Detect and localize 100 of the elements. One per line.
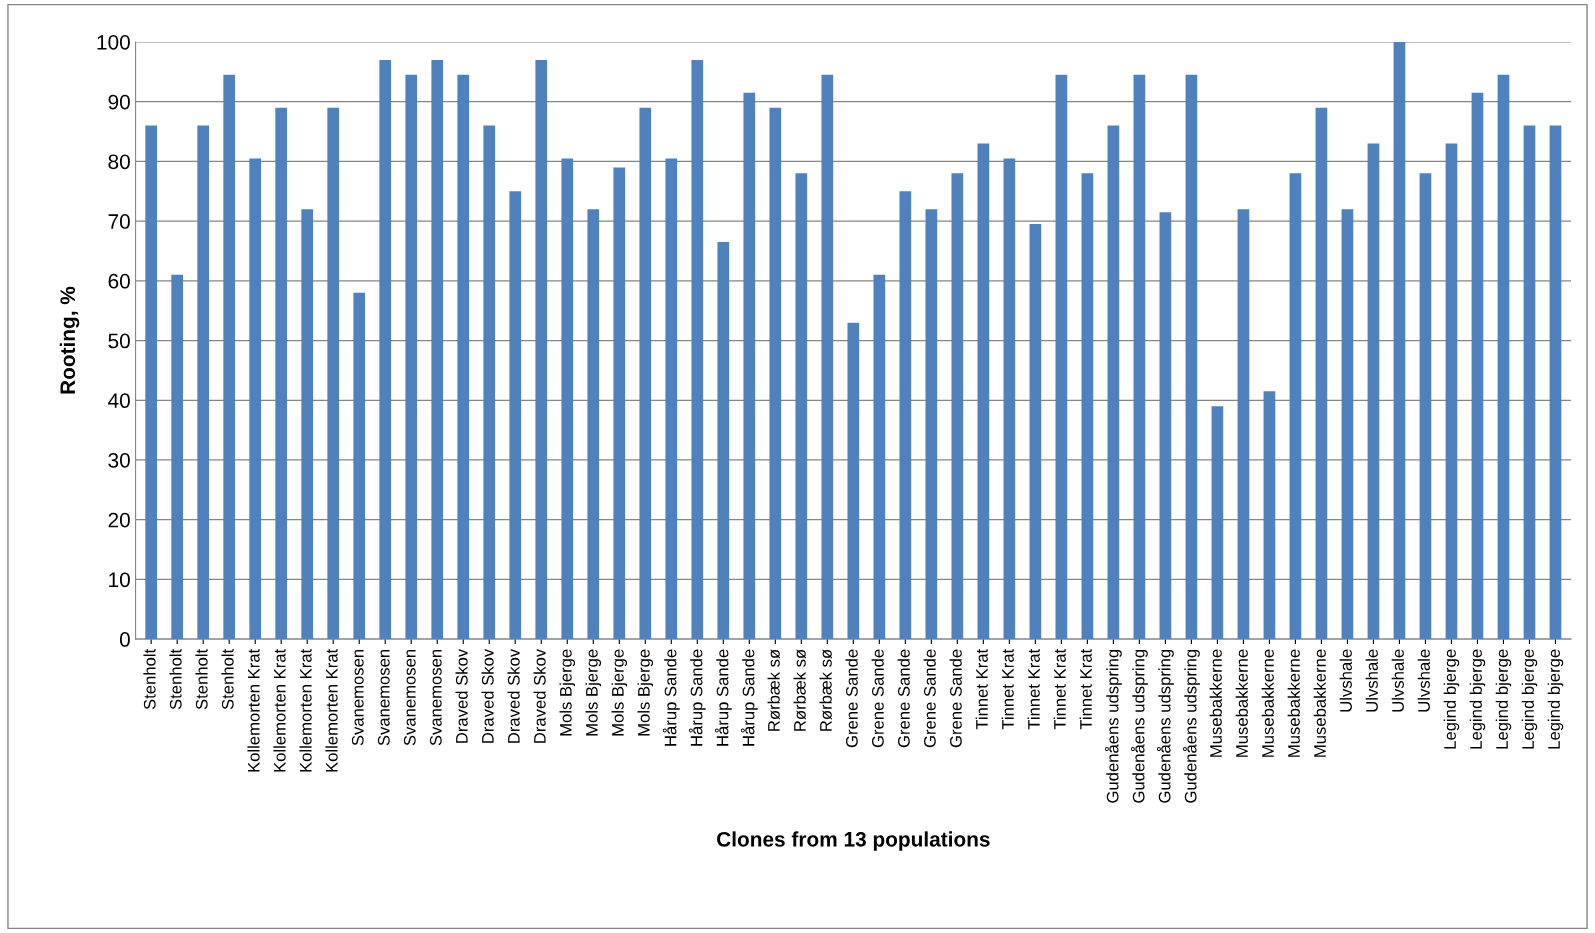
bar	[171, 274, 184, 640]
bar	[925, 209, 938, 640]
bar	[665, 158, 678, 640]
x-tick-label: Draved Skov	[481, 648, 494, 743]
x-tick-label: Mols Bjerge	[637, 649, 654, 736]
bar	[249, 158, 262, 640]
x-tick-label: Hårup Sande	[688, 649, 706, 746]
x-tick-label: Gudenåens udspring	[1130, 649, 1148, 803]
x-tick-label: Tinnet Krat	[975, 648, 988, 730]
bar	[275, 107, 288, 640]
bar	[795, 173, 808, 640]
x-tick-label: Ulvshale	[1365, 649, 1378, 712]
bar	[457, 74, 470, 640]
x-tick-label: Grene Sande	[949, 649, 962, 748]
y-tick-label: 40	[108, 393, 130, 409]
x-tick-label: Mols Bjerge	[611, 649, 628, 736]
x-tick-label: Stenholt	[169, 648, 182, 710]
bar	[1029, 224, 1042, 640]
x-tick-label: Ulvshale	[1417, 649, 1430, 712]
x-tick-label: Gudenåens udspring	[1182, 649, 1200, 803]
x-tick-label: Legind bjerge	[1443, 649, 1460, 749]
bar	[1133, 74, 1146, 640]
x-tick-label: Hårup Sande	[714, 649, 732, 746]
bar	[327, 107, 340, 640]
x-tick-label: Svanemosen	[351, 649, 364, 746]
bar	[873, 274, 886, 640]
x-tick-label: Legind bjerge	[1521, 649, 1538, 749]
x-tick-label: Grene Sande	[845, 649, 858, 748]
x-tick-label: Draved Skov	[455, 648, 468, 743]
x-tick-label: Hårup Sande	[740, 649, 758, 746]
y-tick-label: 100	[97, 34, 130, 50]
x-tick-label: Kollemorten Krat	[325, 648, 338, 772]
y-tick-label: 70	[108, 214, 130, 229]
x-tick-label: Rørbæk sø	[767, 649, 780, 731]
x-tick-label: Legind bjerge	[1547, 649, 1564, 749]
x-tick-label: Tinnet Krat	[1053, 648, 1066, 730]
bar	[1081, 173, 1094, 640]
x-tick-label: Rørbæk sø	[793, 649, 806, 731]
bar	[717, 242, 730, 640]
bar	[1315, 107, 1328, 640]
x-tick-label: Tinnet Krat	[1027, 648, 1040, 730]
bar	[1367, 143, 1380, 640]
bar	[379, 59, 392, 640]
bar	[821, 74, 834, 640]
bar	[145, 125, 158, 640]
bar	[1419, 173, 1432, 640]
bar	[197, 125, 210, 640]
x-tick-label: Stenholt	[143, 648, 156, 710]
x-tick-label: Svanemosen	[429, 649, 442, 746]
x-tick-label: Tinnet Krat	[1001, 648, 1014, 730]
x-tick-label: Grene Sande	[871, 649, 884, 748]
bar	[951, 173, 964, 640]
x-tick-label: Grene Sande	[897, 649, 910, 748]
x-tick-label: Musebakkerne	[1261, 649, 1274, 757]
x-tick-label: Musebakkerne	[1313, 649, 1326, 757]
x-tick-label: Legind bjerge	[1495, 649, 1512, 749]
x-tick-label: Tinnet Krat	[1079, 648, 1092, 730]
x-tick-label: Draved Skov	[533, 648, 546, 743]
bar	[431, 59, 444, 640]
y-axis-title: Rooting, %	[59, 286, 80, 394]
x-tick-label: Gudenåens udspring	[1156, 649, 1174, 803]
x-tick-label: Musebakkerne	[1287, 649, 1300, 757]
bar	[1237, 209, 1250, 640]
x-tick-label: Gudenåens udspring	[1104, 649, 1122, 803]
bar	[1393, 41, 1406, 640]
bar	[1107, 125, 1120, 640]
x-tick-label: Kollemorten Krat	[273, 648, 286, 772]
x-tick-label: Svanemosen	[377, 649, 390, 746]
bar	[1497, 74, 1510, 640]
bar	[1445, 143, 1458, 640]
bar	[587, 209, 600, 640]
x-tick-label: Kollemorten Krat	[299, 648, 312, 772]
y-tick-label: 90	[108, 94, 130, 110]
bar	[977, 143, 990, 640]
x-tick-label: Stenholt	[221, 648, 234, 710]
bar	[769, 107, 782, 640]
bar	[743, 92, 756, 640]
bar	[613, 167, 626, 640]
bar	[1211, 406, 1224, 640]
bar	[223, 74, 236, 640]
x-tick-label: Svanemosen	[403, 649, 416, 746]
bar	[353, 292, 366, 640]
y-tick-label: 80	[108, 154, 130, 170]
bar	[1185, 74, 1198, 640]
x-tick-label: Kollemorten Krat	[247, 648, 260, 772]
bar	[1341, 209, 1354, 640]
bar	[639, 107, 652, 640]
bar	[535, 59, 548, 640]
x-tick-label: Musebakkerne	[1235, 649, 1248, 757]
bar	[1471, 92, 1484, 640]
x-axis-title: Clones from 13 populations	[717, 831, 990, 851]
x-tick-label: Mols Bjerge	[585, 649, 602, 736]
x-tick-label: Rørbæk sø	[819, 649, 832, 731]
bar	[1003, 158, 1016, 640]
x-tick-label: Draved Skov	[507, 648, 520, 743]
bar	[1523, 125, 1536, 640]
x-tick-label: Mols Bjerge	[559, 649, 576, 736]
x-tick-label: Grene Sande	[923, 649, 936, 748]
bar	[509, 191, 522, 640]
y-tick-label: 30	[108, 452, 130, 468]
